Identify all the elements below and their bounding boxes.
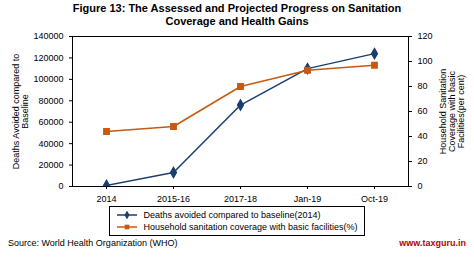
svg-text:0: 0	[418, 181, 423, 191]
svg-text:120000: 120000	[33, 53, 63, 63]
svg-text:120: 120	[418, 31, 433, 41]
svg-text:Oct-19: Oct-19	[361, 194, 388, 204]
svg-text:Jan-19: Jan-19	[294, 194, 322, 204]
html-text:Source: World Health Organizat: Source: World Health Organization (WHO)	[8, 238, 178, 248]
svg-text:100: 100	[418, 56, 433, 66]
html-text:Household sanitation coverage: Household sanitation coverage with basic…	[143, 222, 358, 232]
svg-text:2015-16: 2015-16	[157, 194, 190, 204]
svg-text:0: 0	[58, 181, 63, 191]
html-text:Figure 13: The Assessed and Pr: Figure 13: The Assessed and Projected Pr…	[72, 2, 402, 27]
svg-text:60: 60	[418, 106, 428, 116]
svg-text:20000: 20000	[38, 160, 63, 170]
svg-text:60000: 60000	[38, 117, 63, 127]
svg-text:40: 40	[418, 131, 428, 141]
svg-text:2014: 2014	[96, 194, 116, 204]
svg-text:Deaths Avoided compared toBase: Deaths Avoided compared toBaseline	[11, 54, 30, 169]
svg-text:40000: 40000	[38, 139, 63, 149]
svg-text:2017-18: 2017-18	[224, 194, 257, 204]
svg-text:Household SanitationCoverage w: Household SanitationCoverage with basicF…	[438, 69, 466, 155]
html-text:Deaths avoided compared to bas: Deaths avoided compared to baseline(2014…	[143, 210, 321, 220]
svg-text:20: 20	[418, 156, 428, 166]
svg-text:100000: 100000	[33, 74, 63, 84]
svg-text:80: 80	[418, 81, 428, 91]
svg-text:80000: 80000	[38, 96, 63, 106]
svg-text:140000: 140000	[33, 31, 63, 41]
html-text:www.taxguru.in: www.taxguru.in	[399, 238, 466, 248]
